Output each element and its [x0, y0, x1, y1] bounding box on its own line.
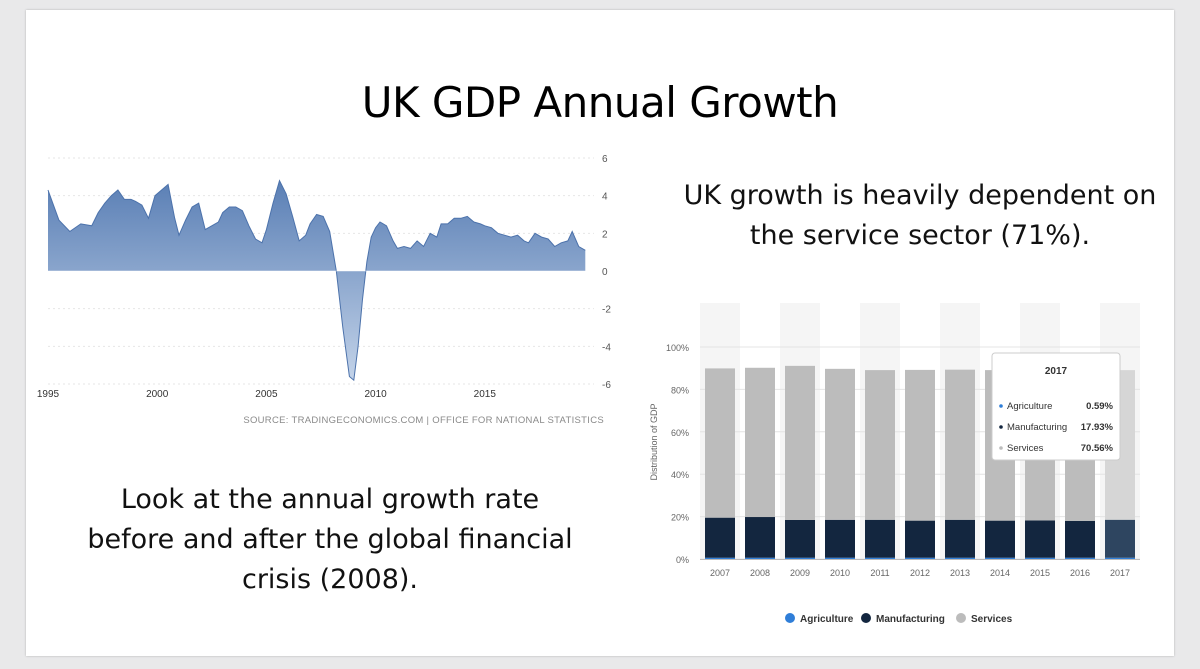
gdp-growth-chart: 6 4 2 0 -2 -4 -6 1995 2000 2005 2010 2015 SOURCE: …: [37, 154, 611, 426]
right-caption-line-2: the service sector (71%).: [749, 220, 1091, 251]
gdp-x-tick-label: 1995: [37, 389, 60, 400]
gdp-y-tick-label: 0: [602, 267, 608, 278]
tooltip-value-manufacturing: 17.93%: [1081, 422, 1114, 433]
bar-agriculture-2017: [1105, 557, 1135, 559]
bar-agriculture-2016: [1065, 557, 1095, 559]
slide: [26, 10, 1174, 656]
tooltip-value-services: 70.56%: [1081, 443, 1114, 454]
bar-agriculture-2010: [825, 557, 855, 559]
sector-x-tick-label: 2007: [710, 568, 730, 578]
right-caption: UK growth is heavily dependent on the se…: [640, 176, 1200, 256]
bar-agriculture-2013: [945, 557, 975, 559]
sector-y-tick-label: 100%: [666, 343, 689, 353]
gdp-x-tick-label: 2000: [146, 389, 169, 400]
bar-agriculture-2007: [705, 557, 735, 559]
gdp-y-tick-label: -2: [602, 305, 611, 316]
left-caption-line-2: before and after the global financial: [87, 524, 573, 555]
gdp-y-tick-label: -4: [602, 342, 611, 353]
bar-manufacturing-2017: [1105, 519, 1135, 558]
gdp-area-fill: [48, 180, 586, 381]
tooltip-dot-services: [999, 446, 1003, 450]
bar-manufacturing-2014: [985, 520, 1015, 558]
legend-label-manufacturing: Manufacturing: [876, 614, 945, 625]
sector-x-tick-label: 2012: [910, 568, 930, 578]
bar-services-2009: [785, 365, 815, 520]
sector-y-tick-labels: 0% 20% 40% 60% 80% 100%: [666, 343, 689, 565]
legend-label-services: Services: [971, 614, 1013, 625]
sector-tooltip: 2017 Agriculture 0.59% Manufacturing 17.93%…: [991, 352, 1121, 461]
bar-services-2012: [905, 369, 935, 521]
bar-services-2008: [745, 367, 775, 518]
sector-y-tick-label: 60%: [671, 428, 689, 438]
tooltip-value-agriculture: 0.59%: [1086, 401, 1113, 412]
tooltip-dot-agriculture: [999, 404, 1003, 408]
sector-y-tick-label: 80%: [671, 385, 689, 395]
bar-agriculture-2008: [745, 557, 775, 559]
gdp-y-tick-label: 6: [602, 154, 608, 165]
gdp-y-tick-label: 4: [602, 192, 608, 203]
right-caption-line-1: UK growth is heavily dependent on: [683, 180, 1157, 211]
gdp-y-tick-labels: 6 4 2 0 -2 -4 -6: [602, 154, 611, 391]
sector-y-tick-label: 0%: [676, 555, 689, 565]
bar-manufacturing-2007: [705, 517, 735, 558]
bar-agriculture-2015: [1025, 557, 1055, 559]
sector-x-tick-label: 2009: [790, 568, 810, 578]
sector-x-tick-label: 2014: [990, 568, 1010, 578]
legend-marker-manufacturing: [861, 613, 871, 623]
bar-manufacturing-2013: [945, 519, 975, 558]
sector-y-tick-label: 20%: [671, 513, 689, 523]
bar-services-2011: [865, 370, 895, 520]
legend-marker-services: [956, 613, 966, 623]
tooltip-box: [991, 352, 1121, 461]
sector-x-tick-label: 2011: [870, 568, 889, 578]
gdp-x-tick-label: 2015: [474, 389, 497, 400]
gdp-series-line: [47, 179, 586, 382]
bar-manufacturing-2008: [745, 517, 775, 558]
sector-x-tick-label: 2010: [830, 568, 850, 578]
bar-services-2013: [945, 369, 975, 520]
gdp-x-tick-labels: 1995 2000 2005 2010 2015: [37, 389, 496, 400]
tooltip-title: 2017: [1045, 366, 1068, 377]
legend-marker-agriculture: [785, 613, 795, 623]
sector-x-tick-label: 2015: [1030, 568, 1050, 578]
sector-x-tick-label: 2013: [950, 568, 970, 578]
bar-services-2007: [705, 368, 735, 518]
sector-y-axis-label: Distribution of GDP: [649, 403, 659, 480]
bar-manufacturing-2012: [905, 520, 935, 558]
left-caption: Look at the annual growth rate before an…: [50, 480, 610, 600]
gdp-x-tick-label: 2005: [255, 389, 278, 400]
bar-manufacturing-2016: [1065, 520, 1095, 558]
legend-label-agriculture: Agriculture: [800, 614, 854, 625]
bar-agriculture-2012: [905, 557, 935, 559]
tooltip-label-agriculture: Agriculture: [1007, 401, 1052, 412]
left-caption-line-1: Look at the annual growth rate: [120, 484, 540, 515]
bar-manufacturing-2009: [785, 519, 815, 558]
gdp-x-tick-label: 2010: [364, 389, 387, 400]
sector-x-tick-label: 2016: [1070, 568, 1090, 578]
sector-x-tick-labels: 2007 2008 2009 2010 2011 2012 2013 2014 2015 2016…: [710, 568, 1130, 578]
bar-agriculture-2011: [865, 557, 895, 559]
sector-x-tick-label: 2008: [750, 568, 770, 578]
tooltip-label-services: Services: [1007, 443, 1044, 454]
gdp-y-tick-label: -6: [602, 380, 611, 391]
bar-agriculture-2014: [985, 557, 1015, 559]
bar-manufacturing-2011: [865, 519, 895, 558]
gdp-source-label: SOURCE: TRADINGECONOMICS.COM | OFFICE FO…: [243, 415, 604, 426]
bar-services-2010: [825, 368, 855, 520]
left-caption-line-3: crisis (2008).: [241, 564, 419, 595]
tooltip-dot-manufacturing: [999, 425, 1003, 429]
gdp-area-group: [47, 179, 594, 382]
bar-manufacturing-2010: [825, 519, 855, 558]
tooltip-label-manufacturing: Manufacturing: [1007, 422, 1067, 433]
bar-manufacturing-2015: [1025, 520, 1055, 558]
bar-agriculture-2009: [785, 557, 815, 559]
gdp-y-tick-label: 2: [602, 229, 608, 240]
slide-title: UK GDP Annual Growth: [361, 78, 839, 127]
sector-y-tick-label: 40%: [671, 470, 689, 480]
tooltip-rows: Agriculture 0.59% Manufacturing 17.93% Servi…: [999, 401, 1114, 454]
sector-distribution-chart: 0%20%40%60%80%100% 2007 2008 2009 2010 2011 2…: [649, 303, 1140, 625]
sector-legend: Agriculture Manufacturing Services: [785, 613, 1013, 625]
sector-x-tick-label: 2017: [1110, 568, 1130, 578]
